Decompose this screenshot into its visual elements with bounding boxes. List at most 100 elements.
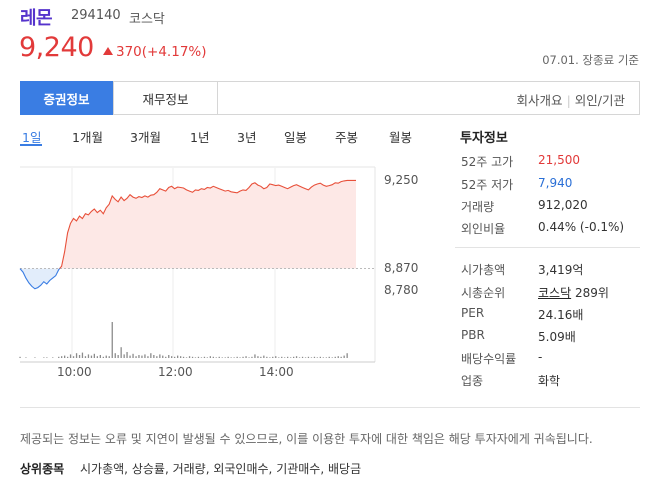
volume-bar bbox=[19, 356, 21, 358]
top-link-foreign-buy[interactable]: 외국인매수 bbox=[213, 462, 269, 476]
cap-rank-value: 코스닥 289위 bbox=[538, 284, 609, 301]
volume-bar bbox=[168, 355, 170, 358]
link-separator: , bbox=[124, 462, 132, 476]
volume-bar bbox=[203, 356, 206, 358]
volume-bar bbox=[313, 356, 316, 358]
volume-bar bbox=[304, 357, 307, 358]
period-active-underline bbox=[20, 144, 42, 146]
tab-financial-info[interactable]: 재무정보 bbox=[113, 81, 218, 115]
y-tick-label: 8,870 bbox=[384, 261, 418, 275]
volume-bar bbox=[177, 355, 179, 358]
market-cap-label: 시가총액 bbox=[461, 263, 506, 277]
period-1y[interactable]: 1년 bbox=[190, 130, 210, 145]
volume-bar bbox=[96, 356, 98, 358]
foreign-ratio-label: 외인비율 bbox=[461, 222, 506, 236]
volume-bar bbox=[69, 354, 72, 358]
top-stocks-links: 시가총액, 상승률, 거래량, 외국인매수, 기관매수, 배당금 bbox=[80, 460, 361, 477]
dividend-yield-label: 배당수익률 bbox=[461, 352, 517, 366]
volume-bar bbox=[93, 353, 95, 358]
foreign-ratio-value: 0.44% (-0.1%) bbox=[538, 220, 625, 234]
volume-bar bbox=[182, 356, 185, 358]
volume-bar bbox=[295, 356, 298, 358]
volume-bar bbox=[117, 355, 119, 358]
volume-bar bbox=[46, 357, 48, 358]
y-tick-label: 8,780 bbox=[384, 283, 418, 297]
volume-bar bbox=[293, 356, 295, 358]
volume-bar bbox=[316, 357, 318, 358]
pbr-value: 5.09배 bbox=[538, 330, 576, 344]
volume-bar bbox=[129, 355, 131, 358]
stock-market: 코스닥 bbox=[129, 12, 165, 27]
volume-bar bbox=[230, 357, 232, 358]
volume-bar bbox=[162, 355, 164, 358]
volume-bar bbox=[120, 347, 122, 358]
volume-bar bbox=[43, 357, 45, 358]
sector-link[interactable]: 화학 bbox=[538, 374, 561, 388]
sector-label: 업종 bbox=[461, 374, 484, 388]
volume-bar bbox=[218, 356, 220, 358]
top-link-gainers[interactable]: 상승률 bbox=[131, 462, 165, 476]
per-value: 24.16배 bbox=[538, 308, 584, 322]
volume-bar bbox=[58, 356, 60, 358]
volume-bar bbox=[251, 356, 253, 358]
period-3y[interactable]: 3년 bbox=[237, 130, 257, 145]
volume-bar bbox=[197, 356, 200, 358]
period-3m[interactable]: 3개월 bbox=[130, 130, 161, 145]
volume-bar bbox=[337, 356, 339, 358]
tab-stock-info[interactable]: 증권정보 bbox=[20, 81, 113, 115]
volume-bar bbox=[310, 357, 313, 358]
top-link-market-cap[interactable]: 시가총액 bbox=[80, 462, 125, 476]
volume-bar bbox=[301, 356, 304, 358]
period-daily[interactable]: 일봉 bbox=[284, 130, 308, 145]
period-1m[interactable]: 1개월 bbox=[72, 130, 103, 145]
top-link-volume[interactable]: 거래량 bbox=[172, 462, 206, 476]
volume-bar bbox=[150, 353, 152, 358]
volume-bar bbox=[64, 355, 66, 358]
volume-bar bbox=[212, 356, 214, 358]
volume-bar bbox=[174, 356, 176, 358]
volume-bar bbox=[340, 356, 342, 358]
volume-bar bbox=[153, 355, 155, 358]
volume-bar bbox=[334, 356, 336, 358]
low52-label: 52주 저가 bbox=[461, 178, 514, 192]
volume-bar bbox=[132, 353, 134, 358]
volume-bar bbox=[221, 357, 223, 358]
top-link-inst-buy[interactable]: 기관매수 bbox=[276, 462, 321, 476]
volume-bar bbox=[84, 356, 87, 358]
volume-label: 거래량 bbox=[461, 200, 495, 214]
period-monthly[interactable]: 월봉 bbox=[389, 130, 413, 145]
as-of-text: 07.01. 장종료 기준 bbox=[542, 53, 639, 67]
volume-bar bbox=[141, 355, 143, 358]
price-line-up bbox=[20, 179, 356, 269]
volume-bar bbox=[239, 357, 241, 358]
link-separator: , bbox=[268, 462, 277, 476]
disclaimer-text: 제공되는 정보는 오류 및 지연이 발생될 수 있으므로, 이를 이용한 투자에… bbox=[20, 432, 593, 446]
volume-bar bbox=[322, 357, 324, 358]
market-cap-value: 3,419억 bbox=[538, 263, 584, 277]
volume-bar bbox=[260, 356, 262, 358]
cap-rank-market-link[interactable]: 코스닥 bbox=[538, 286, 572, 300]
period-1d[interactable]: 1일 bbox=[22, 130, 42, 145]
volume-bar bbox=[147, 356, 149, 358]
volume-bar bbox=[298, 357, 301, 358]
volume-bar bbox=[257, 356, 259, 358]
period-weekly[interactable]: 주봉 bbox=[335, 130, 359, 145]
volume-bar bbox=[171, 356, 173, 358]
volume-bar bbox=[269, 357, 271, 358]
foreign-inst-link[interactable]: 외인/기관 bbox=[574, 93, 625, 108]
y-tick-label: 9,250 bbox=[384, 173, 418, 187]
price-change: 370(+4.17%) bbox=[103, 44, 207, 60]
company-info-link[interactable]: 회사개요 bbox=[516, 93, 563, 108]
volume-bar bbox=[328, 356, 330, 358]
volume-bar bbox=[180, 356, 182, 358]
volume-bar bbox=[78, 355, 81, 358]
volume-bar bbox=[67, 356, 69, 358]
volume-bar bbox=[284, 357, 286, 358]
volume-bar bbox=[254, 354, 256, 358]
up-area-fill bbox=[59, 180, 356, 269]
volume-bar bbox=[111, 322, 113, 358]
volume-bar bbox=[75, 353, 78, 358]
top-link-dividend[interactable]: 배당금 bbox=[328, 462, 362, 476]
cap-rank-label: 시총순위 bbox=[461, 286, 506, 300]
